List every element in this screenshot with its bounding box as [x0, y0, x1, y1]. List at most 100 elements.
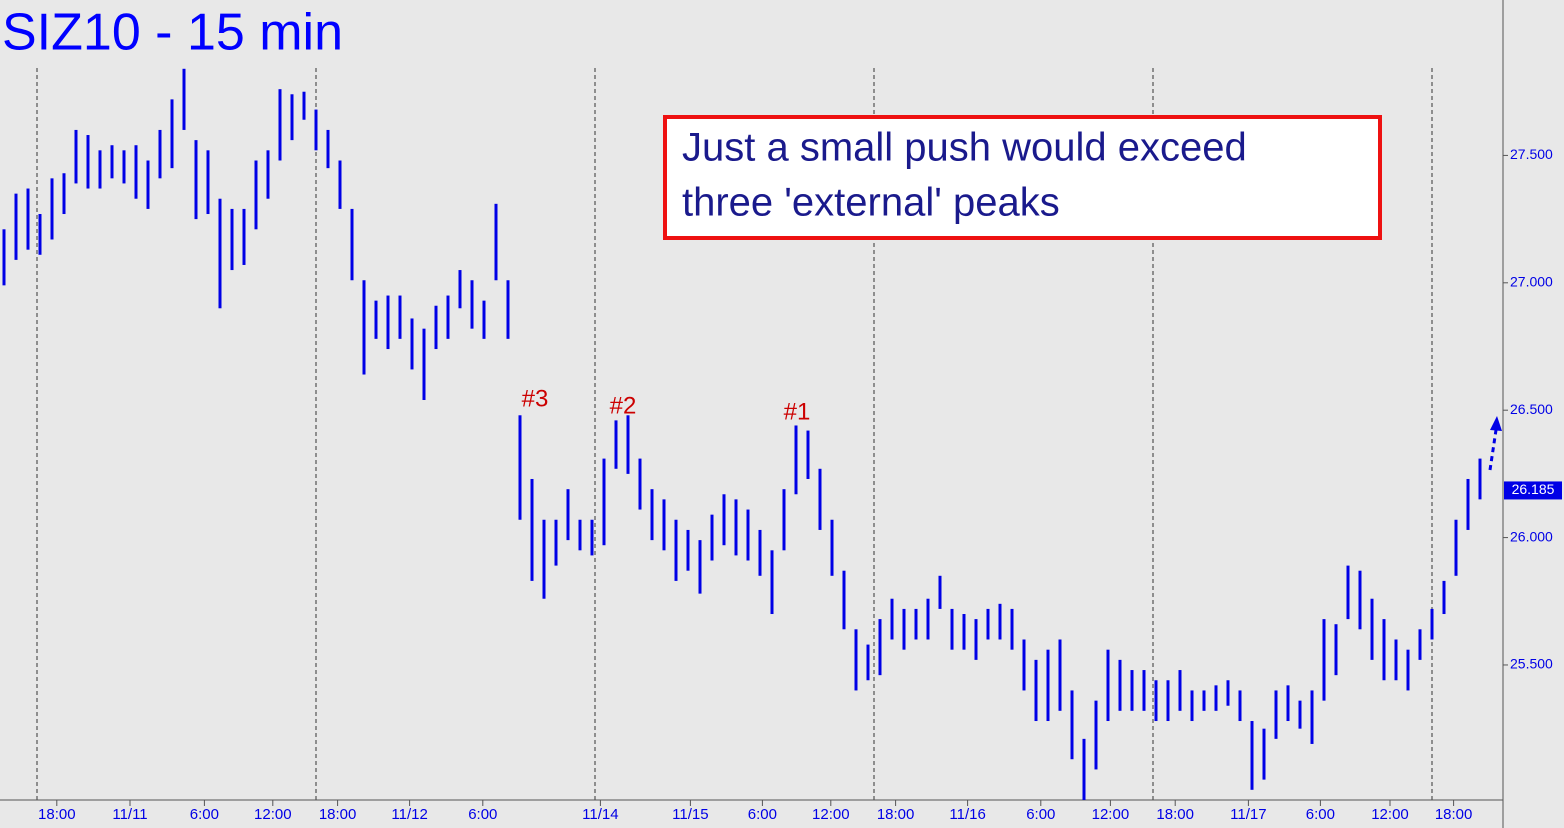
price-bar: [806, 430, 810, 479]
price-bar: [686, 529, 690, 571]
x-tick-label: 6:00: [190, 806, 219, 823]
chart-title: SIZ10 - 15 min: [2, 4, 343, 62]
price-bar: [794, 425, 798, 495]
price-bar: [1406, 649, 1410, 691]
price-bar: [578, 519, 582, 551]
price-bar: [50, 178, 54, 240]
price-bar: [1442, 580, 1446, 615]
price-bar: [986, 608, 990, 640]
x-tick-label: 18:00: [1156, 806, 1194, 823]
price-bar: [1214, 685, 1218, 711]
price-bar: [98, 150, 102, 189]
last-price-label: 26.185: [1512, 481, 1555, 497]
price-bar: [1154, 680, 1158, 722]
price-bar: [86, 135, 90, 189]
price-bar: [1118, 659, 1122, 711]
price-bar: [998, 603, 1002, 640]
price-bar: [602, 458, 606, 546]
price-bar: [278, 89, 282, 161]
price-bar: [290, 94, 294, 141]
price-bar: [434, 305, 438, 350]
price-bar: [62, 173, 66, 215]
price-bar: [1130, 670, 1134, 711]
y-tick-label: 27.000: [1510, 274, 1553, 290]
price-bar: [1286, 685, 1290, 722]
price-bar: [110, 145, 114, 179]
price-bar: [710, 514, 714, 561]
x-tick-label: 6:00: [748, 806, 777, 823]
y-tick-label: 26.000: [1510, 528, 1553, 544]
price-bar: [890, 598, 894, 640]
price-bar: [230, 208, 234, 271]
price-bar: [134, 145, 138, 199]
price-bar: [1250, 721, 1254, 790]
x-tick-label: 11/11: [112, 806, 147, 823]
price-bar: [1166, 680, 1170, 722]
price-bar: [722, 494, 726, 546]
price-bar: [386, 295, 390, 350]
price-bar: [1226, 680, 1230, 706]
price-bar: [1262, 728, 1266, 780]
y-tick-label: 26.500: [1510, 401, 1553, 417]
price-bar: [1238, 690, 1242, 722]
price-bar: [410, 318, 414, 370]
price-bar: [206, 150, 210, 215]
x-tick-label: 18:00: [877, 806, 915, 823]
x-tick-label: 12:00: [254, 806, 292, 823]
x-tick-label: 18:00: [319, 806, 357, 823]
price-bar: [38, 214, 42, 255]
price-bar: [1466, 478, 1470, 530]
price-bar: [782, 489, 786, 551]
price-bar: [626, 415, 630, 474]
x-tick-label: 6:00: [468, 806, 497, 823]
price-bar: [494, 203, 498, 281]
price-bar: [962, 614, 966, 650]
price-bar: [362, 280, 366, 375]
x-tick-label: 18:00: [38, 806, 76, 823]
price-bar: [926, 598, 930, 640]
price-bar: [1106, 649, 1110, 722]
x-tick-label: 11/16: [949, 806, 985, 823]
price-bar: [614, 420, 618, 469]
x-tick-label: 11/17: [1230, 806, 1266, 823]
price-bar: [530, 478, 534, 581]
price-bar: [1094, 700, 1098, 770]
price-bar: [746, 509, 750, 561]
x-tick-label: 6:00: [1026, 806, 1055, 823]
price-bar: [338, 160, 342, 209]
price-bar: [566, 489, 570, 541]
price-bar: [1478, 458, 1482, 500]
price-bar: [194, 140, 198, 220]
price-bar: [266, 150, 270, 199]
price-bar: [734, 499, 738, 556]
price-bar: [374, 300, 378, 339]
note-box: [663, 115, 1382, 240]
price-bar: [770, 550, 774, 615]
price-bar: [650, 489, 654, 541]
price-bar: [170, 99, 174, 169]
price-bar: [674, 519, 678, 581]
price-bar: [458, 270, 462, 309]
price-bar: [1034, 659, 1038, 722]
price-bar: [662, 499, 666, 551]
price-bar: [14, 193, 18, 260]
price-bar: [506, 280, 510, 339]
price-bar: [1058, 639, 1062, 711]
y-tick-label: 27.500: [1510, 146, 1553, 162]
price-bar: [1142, 670, 1146, 711]
last-price-box: [1504, 481, 1562, 500]
price-bar: [1418, 629, 1422, 660]
price-bar: [302, 91, 306, 120]
price-bar: [1046, 649, 1050, 722]
price-bar: [398, 295, 402, 339]
price-bar: [974, 619, 978, 660]
peak-label: #1: [784, 398, 811, 425]
price-bar: [866, 644, 870, 681]
price-bar: [350, 208, 354, 281]
x-tick-label: 12:00: [812, 806, 850, 823]
price-bar: [842, 570, 846, 630]
price-bar: [146, 160, 150, 209]
arrow-shaft: [1488, 429, 1498, 471]
peak-label: #2: [610, 392, 637, 419]
